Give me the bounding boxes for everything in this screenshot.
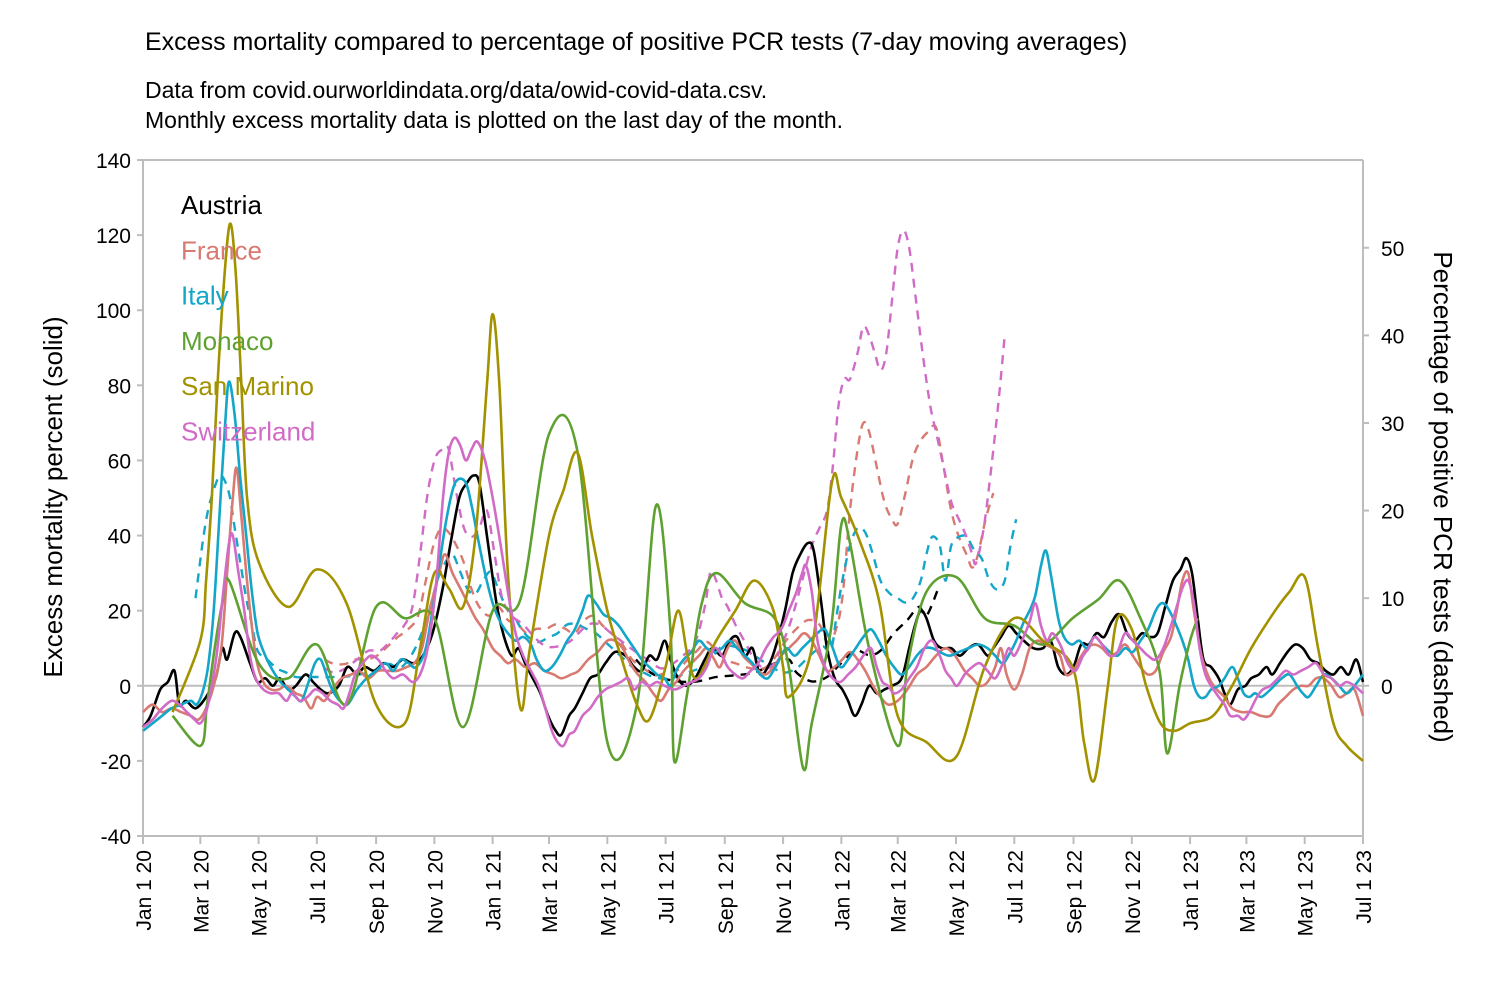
chart-subtitle-line-2: Monthly excess mortality data is plotted…: [145, 107, 843, 133]
chart-subtitle-line-1: Data from covid.ourworldindata.org/data/…: [145, 77, 767, 103]
y2-tick-label: 0: [1381, 676, 1393, 699]
y2-tick-label: 10: [1381, 588, 1404, 611]
y-tick-label: 80: [108, 375, 131, 398]
y-axis-label: Excess mortality percent (solid): [38, 316, 68, 677]
legend: Austria France Italy Monaco San Marino Switze…: [181, 190, 315, 447]
x-tick-label: Jul 1 22: [1004, 850, 1027, 924]
y-axis-left: -40 -20 0 20 40 60 80 100 120 140: [96, 150, 143, 849]
x-tick-label: Mar 1 21: [539, 850, 562, 933]
y-tick-label: 140: [96, 150, 131, 173]
series-austria-positive-rate-line: [635, 588, 940, 684]
x-tick-label: Jul 1 21: [656, 850, 679, 924]
series-austria-excess-mortality-line: [141, 473, 1365, 737]
y-axis-right: 0 10 20 30 40 50: [1363, 238, 1404, 699]
x-tick-label: Jan 1 23: [1180, 850, 1203, 931]
series-switzerland-positive-rate-line: [323, 229, 1006, 674]
x-tick-label: Mar 1 23: [1236, 850, 1259, 933]
y-tick-label: 0: [119, 676, 131, 699]
y2-tick-label: 30: [1381, 413, 1404, 436]
plot-frame: [142, 159, 1364, 837]
x-tick-label: Mar 1 20: [190, 850, 213, 933]
x-tick-label: Nov 1 20: [424, 850, 447, 934]
series-san-marino-excess-mortality-line: [171, 222, 1364, 783]
legend-item-monaco: Monaco: [181, 326, 274, 356]
y-tick-label: -20: [101, 751, 131, 774]
y-tick-label: -40: [101, 826, 131, 849]
series-france-excess-mortality-line: [142, 466, 1365, 722]
x-tick-label: Nov 1 22: [1122, 850, 1145, 934]
x-tick-label: Jul 1 23: [1353, 850, 1376, 924]
x-tick-label: Jan 1 20: [133, 850, 156, 931]
legend-item-san-marino: San Marino: [181, 371, 314, 401]
x-axis: Jan 1 20 Mar 1 20 May 1 20 Jul 1 20 Sep 1 20…: [133, 836, 1376, 936]
y-tick-label: 20: [108, 601, 131, 624]
x-tick-label: Jul 1 20: [307, 850, 330, 924]
x-tick-label: Sep 1 20: [366, 850, 389, 934]
legend-item-austria: Austria: [181, 190, 262, 220]
y2-tick-label: 50: [1381, 238, 1404, 261]
y-tick-label: 100: [96, 300, 131, 323]
x-tick-label: Nov 1 21: [773, 850, 796, 934]
series-switzerland-excess-mortality-line: [142, 436, 1364, 748]
x-tick-label: May 1 21: [597, 850, 620, 936]
series-layer: [141, 222, 1365, 783]
legend-item-switzerland: Switzerland: [181, 417, 315, 447]
y2-tick-label: 40: [1381, 325, 1404, 348]
legend-item-france: France: [181, 235, 262, 265]
x-tick-label: Sep 1 21: [715, 850, 738, 934]
series-italy-excess-mortality-line: [142, 380, 1365, 732]
series-monaco-excess-mortality-line: [171, 413, 1199, 772]
y-tick-label: 60: [108, 450, 131, 473]
y2-axis-label: Percentage of positive PCR tests (dashed…: [1428, 251, 1458, 742]
legend-item-italy: Italy: [181, 281, 229, 311]
y2-tick-label: 20: [1381, 501, 1404, 524]
series-italy-positive-rate-line: [194, 474, 1018, 680]
x-tick-label: May 1 23: [1295, 850, 1318, 936]
series-france-positive-rate-line: [323, 420, 995, 677]
y-tick-label: 120: [96, 225, 131, 248]
chart-title: Excess mortality compared to percentage …: [145, 28, 1127, 56]
x-tick-label: Sep 1 22: [1064, 850, 1087, 934]
x-tick-label: May 1 22: [946, 850, 969, 936]
x-tick-label: Jan 1 22: [831, 850, 854, 931]
y-tick-label: 40: [108, 526, 131, 549]
x-tick-label: Mar 1 22: [888, 850, 911, 933]
x-tick-label: Jan 1 21: [483, 850, 506, 931]
x-tick-label: May 1 20: [249, 850, 272, 936]
